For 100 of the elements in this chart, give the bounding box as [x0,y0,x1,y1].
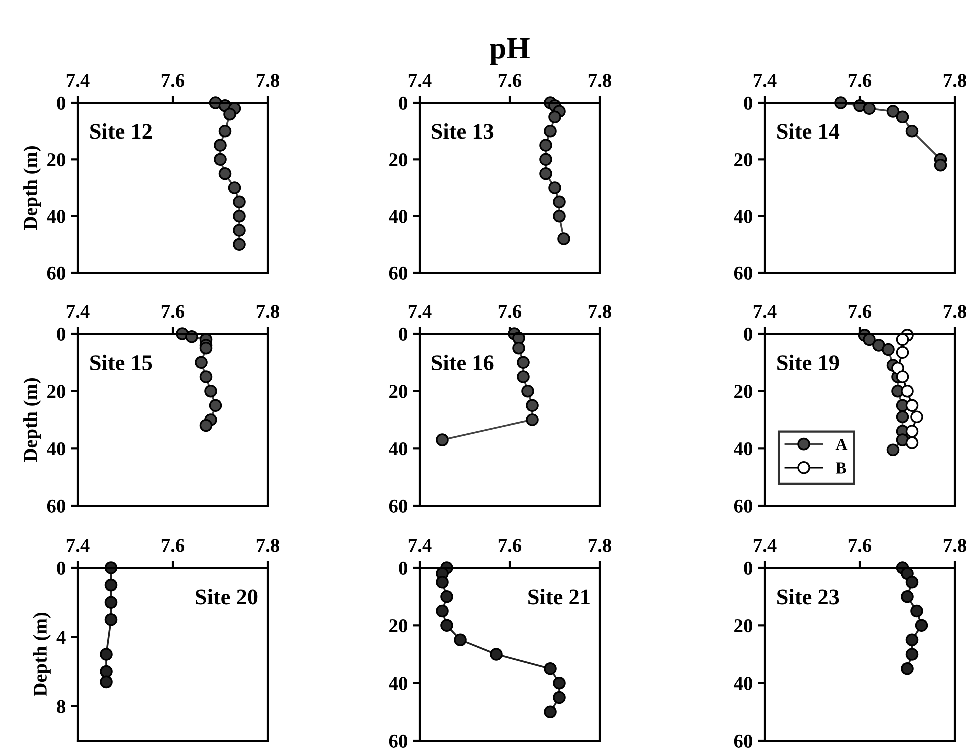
y-tick-label: 0 [399,96,408,110]
point [896,410,910,424]
point [886,444,900,456]
x-tick-label: 7.4 [754,539,777,552]
x-tick-label: 7.4 [754,74,777,88]
annotation: Site 13 [432,124,494,140]
x-tick-label: 7.6 [848,74,872,88]
point [233,196,246,209]
point [896,110,910,124]
y-tick-label: 4 [56,631,66,644]
annotation: Site 14 [778,124,840,140]
x-tick-label: 7.6 [162,305,185,318]
annotation: Site 15 [90,354,152,371]
y-tick-label: 40 [389,442,408,456]
x-tick-label: 7.4 [66,539,90,552]
x-tick-label: 7.6 [498,539,522,552]
y-tick-label: 20 [390,619,408,633]
y-tick-label: 0 [57,562,66,575]
point [233,210,246,223]
x-tick-label: 7.8 [256,74,280,88]
x-tick-label: 7.6 [498,305,522,318]
y-tick-label: 20 [390,153,408,167]
point [548,182,562,194]
legend-label: B [836,462,846,474]
point [454,634,467,646]
x-tick-label: 7.6 [162,74,185,88]
x-tick-label: 7.8 [944,305,967,318]
legend-label: A [836,439,848,450]
point [910,604,924,618]
x-tick-label: 7.4 [408,539,432,552]
y-tick-label: 60 [47,500,66,513]
point [436,434,449,446]
point [548,110,562,124]
point [553,676,566,690]
point [490,648,503,661]
point [218,167,232,180]
point [544,662,557,676]
x-tick-label: 7.4 [66,305,90,318]
x-tick-label: 7.4 [408,305,432,318]
point [436,604,449,618]
y-tick-label: 60 [389,500,408,513]
point [233,238,246,252]
y-tick-label: 20 [734,153,752,167]
x-tick-label: 7.8 [588,74,612,88]
point [910,410,924,424]
point [200,342,213,355]
point [906,436,919,450]
point [882,343,895,356]
y-tick-label: 40 [47,210,66,224]
point [906,425,919,438]
point [440,590,454,604]
x-tick-label: 7.4 [408,74,432,88]
y-tick-label: 40 [389,677,408,690]
point [195,356,208,370]
point [104,614,118,626]
y-tick-label: 0 [399,328,408,341]
x-tick-label: 7.8 [588,305,612,318]
annotation: Site 21 [528,589,590,605]
x-tick-label: 7.6 [498,74,522,88]
point [104,578,118,592]
point [517,370,530,384]
point [512,342,526,355]
y-tick-label: 0 [744,96,752,110]
point [540,153,552,166]
y-tick-label: 20 [48,385,66,398]
point [540,167,552,180]
point [224,108,236,121]
point [218,124,232,138]
x-tick-label: 7.6 [848,539,872,552]
x-tick-label: 7.4 [754,305,777,318]
y-tick-label: 60 [389,266,408,280]
x-tick-label: 7.8 [588,539,612,552]
point [901,590,914,604]
y-tick-label: 0 [744,562,752,575]
annotation: Site 12 [90,124,152,140]
y-tick-label: 20 [48,153,66,167]
point [214,139,227,152]
x-tick-label: 7.4 [66,74,90,88]
x-tick-label: 7.6 [162,539,185,552]
point [100,648,113,661]
point [100,676,113,689]
x-tick-label: 7.8 [944,74,967,88]
y-tick-label: 0 [57,328,66,341]
point [906,648,919,661]
point [544,124,557,138]
point [100,665,113,678]
point [540,139,552,152]
x-tick-label: 7.6 [848,305,872,318]
point [526,414,539,426]
point [906,124,919,138]
point [209,399,222,412]
point [440,619,454,632]
y-tick-label: 40 [47,442,66,456]
annotation: Site 19 [778,354,840,371]
x-tick-label: 7.8 [256,305,280,318]
point [886,105,900,118]
y-tick-label: 40 [389,210,408,224]
point [896,346,910,360]
y-tick-label: 40 [734,442,752,456]
point [200,370,213,384]
